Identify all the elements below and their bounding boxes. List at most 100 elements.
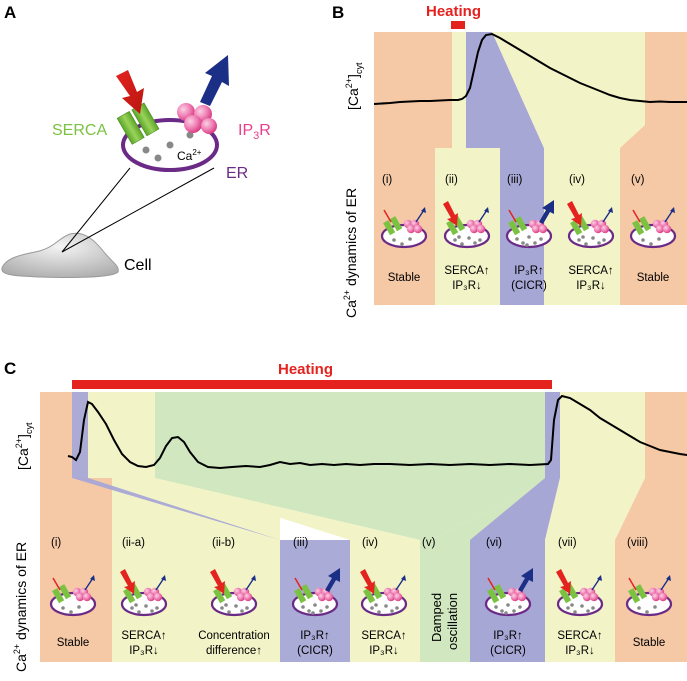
panel-c-phase-caption: IP₃R↓ — [565, 645, 595, 657]
calcium-ion — [166, 141, 174, 149]
panel-c-phase-caption: IP₃R↑ — [300, 630, 330, 642]
panel-b: B Heating [Ca2+]cyt Ca2+ dynamics of ER … — [332, 3, 687, 318]
serca-pump — [52, 584, 72, 604]
panel-c-phase-number: (vi) — [486, 537, 502, 549]
panel-c-phase-number: (vii) — [558, 537, 577, 549]
er-icon — [625, 575, 673, 617]
calcium-ion — [154, 154, 162, 162]
panel-c-band-serca-2b — [155, 478, 420, 540]
panel-c-calcium-trace — [67, 394, 687, 470]
er-icon — [567, 201, 615, 249]
calcium-ion — [186, 131, 194, 139]
small-release-arrow-icon — [478, 209, 488, 223]
panel-b-phase-caption: SERCA↑ — [568, 265, 613, 277]
panel-b-letter: B — [332, 3, 344, 22]
panel-c-phase-caption: (CICR) — [297, 645, 333, 657]
er-icon — [629, 207, 677, 249]
panel-c-phase-number: (v) — [422, 537, 436, 549]
calcium-ion — [142, 146, 150, 154]
panel-c-phase-number: (ii-a) — [122, 537, 145, 549]
panel-c-phase-caption: Concentration — [198, 630, 270, 642]
panel-c-phase-caption: SERCA↑ — [121, 630, 166, 642]
panel-a-letter: A — [4, 3, 16, 22]
small-release-arrow-icon — [395, 577, 405, 591]
er-icon — [380, 207, 428, 249]
er-icon — [556, 569, 604, 617]
small-release-arrow-icon — [155, 577, 165, 591]
panel-b-phase-caption: SERCA↑ — [444, 265, 489, 277]
panel-b-calcium-trace — [373, 32, 687, 105]
cell-label: Cell — [124, 257, 152, 274]
serca-pump — [632, 216, 652, 236]
panel-c-phase-caption: IP₃R↓ — [129, 645, 159, 657]
small-heat-arrow-icon — [628, 577, 637, 591]
zoom-line-left — [61, 167, 131, 253]
small-release-arrow-icon — [602, 209, 612, 223]
panel-b-phase-number: (i) — [382, 174, 392, 186]
small-heat-arrow-icon — [383, 209, 392, 223]
panel-b-side-label: Ca2+ dynamics of ER — [342, 188, 359, 318]
release-arrow-icon — [539, 200, 554, 224]
ip3r-channel — [177, 103, 217, 134]
panel-c-side-label: Ca2+ dynamics of ER — [12, 542, 29, 672]
ip3r-label: IP3R — [238, 122, 271, 142]
er-icon — [505, 200, 554, 249]
er-icon — [210, 569, 258, 617]
small-release-arrow-icon — [664, 209, 674, 223]
panel-a: A Cell — [1, 3, 271, 278]
panel-b-heating-label: Heating — [426, 3, 481, 20]
er-icon — [443, 201, 491, 249]
small-release-arrow-icon — [415, 209, 425, 223]
heat-arrow-icon — [556, 569, 571, 594]
panel-c-phase-number: (i) — [51, 537, 61, 549]
serca-label: SERCA — [52, 122, 107, 139]
panel-b-heating-bar — [451, 21, 465, 29]
panel-c-phase-number: (iii) — [293, 537, 308, 549]
cell-shape — [1, 232, 119, 278]
panel-c: C Heating [Ca2+]cyt Ca2+ dynamics of ER … — [4, 359, 687, 672]
small-heat-arrow-icon — [294, 577, 303, 591]
panel-b-phase-caption: IP₃R↓ — [452, 280, 482, 292]
er-large-diagram: SERCA Ca2+ IP3R ER — [52, 55, 271, 182]
panel-c-phase-caption: difference↑ — [206, 645, 262, 657]
heat-arrow-icon — [567, 201, 582, 226]
panel-b-phase-caption: IP₃R↓ — [576, 280, 606, 292]
panel-b-phase-number: (iii) — [507, 174, 522, 186]
panel-c-phase-number: (ii-b) — [212, 537, 235, 549]
panel-b-phase-number: (ii) — [445, 174, 458, 186]
serca-pump — [294, 584, 314, 604]
release-arrow-icon — [325, 568, 340, 592]
serca-activation-arrow-icon — [116, 70, 144, 114]
panel-c-y-axis-label: [Ca2+]cyt — [14, 422, 34, 470]
small-release-arrow-icon — [84, 577, 94, 591]
ca-label: Ca2+ — [177, 148, 202, 163]
panel-b-phase-caption: Stable — [388, 272, 421, 284]
serca-pump — [487, 584, 507, 604]
heat-arrow-icon — [120, 569, 135, 594]
er-icon — [49, 575, 97, 617]
small-heat-arrow-icon — [508, 209, 517, 223]
panel-b-phase-number: (iv) — [569, 174, 585, 186]
er-icon — [291, 568, 340, 617]
panel-b-phases: (i) Stable (ii) SERCA↑ IP₃R↓ (iii) IP₃R↑ (CICR)… — [380, 174, 677, 292]
panel-c-phase-number: (iv) — [362, 537, 378, 549]
panel-c-phase-caption: Stable — [633, 637, 666, 649]
small-heat-arrow-icon — [487, 577, 496, 591]
heat-arrow-icon — [443, 201, 458, 226]
panel-c-letter: C — [4, 359, 16, 378]
serca-pump — [508, 216, 528, 236]
er-icon — [360, 569, 408, 617]
panel-c-phase-caption: Stable — [57, 637, 90, 649]
panel-c-heating-label: Heating — [278, 361, 333, 378]
small-release-arrow-icon — [660, 577, 670, 591]
er-icon — [120, 569, 168, 617]
panel-b-phase-caption: IP₃R↑ — [514, 265, 544, 277]
panel-c-phase-caption: (CICR) — [490, 645, 526, 657]
panel-b-phase-number: (v) — [631, 174, 645, 186]
er-label: ER — [226, 165, 248, 182]
serca-pump — [628, 584, 648, 604]
panel-c-band-damped-cell — [430, 540, 470, 662]
panel-b-y-axis-label: [Ca2+]cyt — [344, 62, 364, 110]
heat-arrow-icon — [210, 569, 225, 594]
